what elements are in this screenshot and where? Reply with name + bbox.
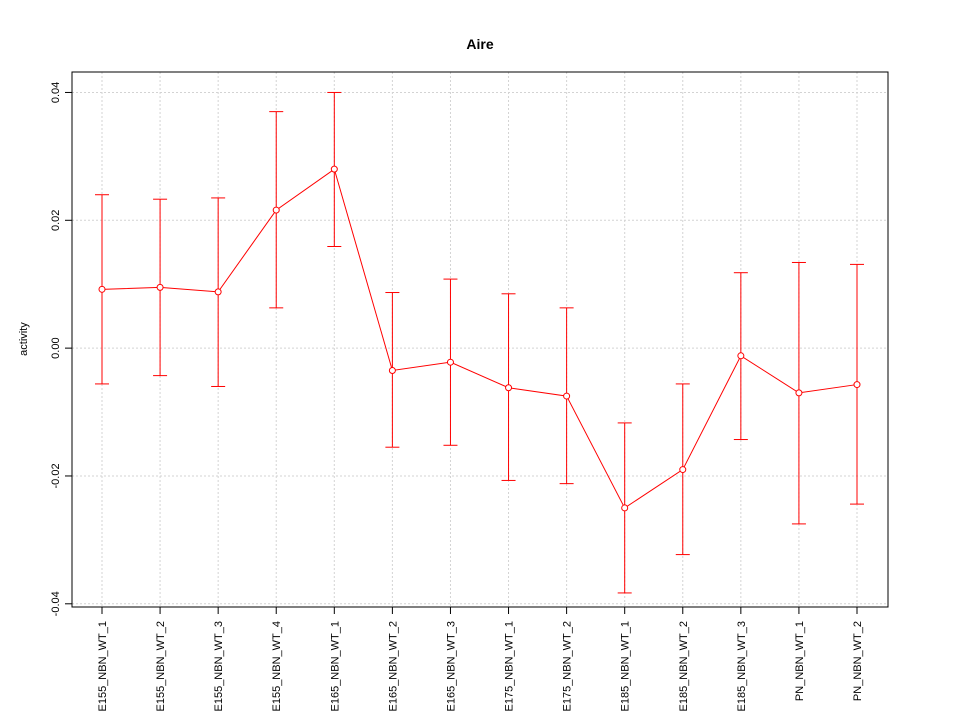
x-tick-label: E185_NBN_WT_1: [620, 621, 632, 712]
data-point: [98, 285, 106, 293]
series-line: [101, 168, 858, 509]
data-point: [214, 288, 222, 296]
y-tick-label: -0.04: [50, 591, 62, 616]
x-tick-label: E165_NBN_WT_1: [329, 621, 341, 712]
data-point: [795, 389, 803, 397]
data-point: [563, 392, 571, 400]
data-point: [853, 381, 861, 389]
data-point: [388, 367, 396, 375]
data-point: [446, 358, 454, 366]
data-point: [505, 384, 513, 392]
data-point: [156, 283, 164, 291]
data-point: [737, 352, 745, 360]
x-tick-label: PN_NBN_WT_2: [852, 621, 864, 701]
x-tick-label: E165_NBN_WT_2: [387, 621, 399, 712]
data-point: [330, 165, 338, 173]
x-tick-label: E175_NBN_WT_2: [562, 621, 574, 712]
x-tick-label: E185_NBN_WT_2: [678, 621, 690, 712]
y-tick-label: 0.02: [50, 210, 62, 231]
y-axis-label: activity: [18, 322, 30, 356]
series-layer: [95, 91, 864, 594]
x-tick-label: E155_NBN_WT_3: [213, 621, 225, 712]
data-point: [272, 206, 280, 214]
x-tick-label: E175_NBN_WT_1: [504, 621, 516, 712]
chart-title: Aire: [466, 36, 493, 52]
x-tick-label: E155_NBN_WT_4: [271, 621, 283, 712]
data-point: [621, 504, 629, 512]
data-point: [679, 466, 687, 474]
y-tick-label: 0.04: [50, 82, 62, 103]
x-tick-label: E185_NBN_WT_3: [736, 621, 748, 712]
x-tick-label: PN_NBN_WT_1: [794, 621, 806, 701]
x-tick-label: E165_NBN_WT_3: [445, 621, 457, 712]
y-tick-label: -0.02: [50, 463, 62, 488]
axis-layer: -0.04 -0.02 0.00 0.02 0.04 E155_NBN_WT_1 E155_…: [50, 82, 864, 712]
y-tick-label: 0.00: [50, 337, 62, 358]
x-tick-label: E155_NBN_WT_2: [155, 621, 167, 712]
grid-layer: [72, 72, 888, 607]
x-tick-label: E155_NBN_WT_1: [97, 621, 109, 712]
plot-frame: [71, 71, 889, 608]
